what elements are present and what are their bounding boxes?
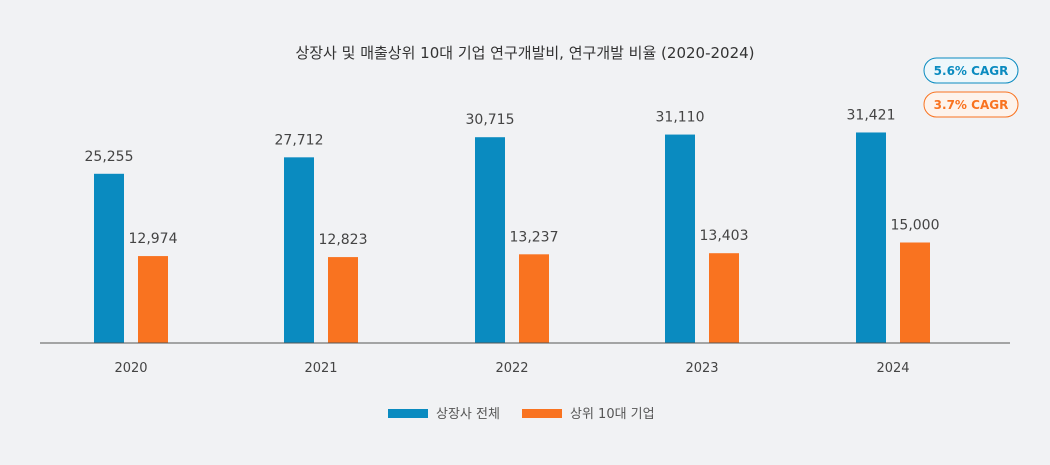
- value-label-total-2020: 25,255: [85, 149, 134, 165]
- value-label-top10-2023: 13,403: [700, 228, 749, 244]
- cagr-label-orange: 3.7% CAGR: [934, 98, 1009, 112]
- chart-title: 상장사 및 매출상위 10대 기업 연구개발비, 연구개발 비율 (2020-2…: [295, 44, 754, 62]
- bar-total-2024: [856, 132, 886, 343]
- value-label-total-2023: 31,110: [656, 110, 705, 126]
- value-label-total-2022: 30,715: [466, 112, 515, 128]
- bar-top10-2020: [138, 256, 168, 343]
- cagr-label-blue: 5.6% CAGR: [934, 64, 1009, 78]
- bar-top10-2024: [900, 242, 930, 343]
- legend-swatch-top10: [522, 409, 562, 418]
- bar-total-2020: [94, 173, 124, 343]
- cagr-badge-blue: 5.6% CAGR: [923, 57, 1019, 84]
- bar-top10-2023: [709, 253, 739, 343]
- x-tick-labels: 2020 2021 2022 2023 2024: [114, 361, 909, 376]
- x-tick-2022: 2022: [495, 361, 528, 376]
- value-label-top10-2021: 12,823: [319, 232, 368, 248]
- x-tick-2023: 2023: [685, 361, 718, 376]
- value-label-top10-2020: 12,974: [129, 231, 178, 247]
- bar-total-2022: [475, 137, 505, 343]
- x-tick-2021: 2021: [304, 361, 337, 376]
- bar-top10-2022: [519, 254, 549, 343]
- x-tick-2020: 2020: [114, 361, 147, 376]
- bar-top10-2021: [328, 257, 358, 343]
- value-label-top10-2024: 15,000: [891, 218, 940, 234]
- cagr-badge-orange: 3.7% CAGR: [923, 91, 1019, 118]
- value-label-total-2021: 27,712: [275, 132, 324, 148]
- bars-group: [94, 132, 930, 343]
- legend-swatch-total: [388, 409, 428, 418]
- legend: 상장사 전체 상위 10대 기업: [388, 407, 655, 422]
- value-label-top10-2022: 13,237: [510, 229, 559, 245]
- value-label-total-2024: 31,421: [847, 107, 896, 123]
- legend-label-total: 상장사 전체: [436, 407, 500, 422]
- x-tick-2024: 2024: [876, 361, 909, 376]
- bar-total-2023: [665, 134, 695, 343]
- legend-label-top10: 상위 10대 기업: [570, 407, 655, 422]
- value-labels-group: 25,255 12,974 27,712 12,823 30,715 13,237 31,1…: [85, 107, 940, 248]
- bar-total-2021: [284, 157, 314, 343]
